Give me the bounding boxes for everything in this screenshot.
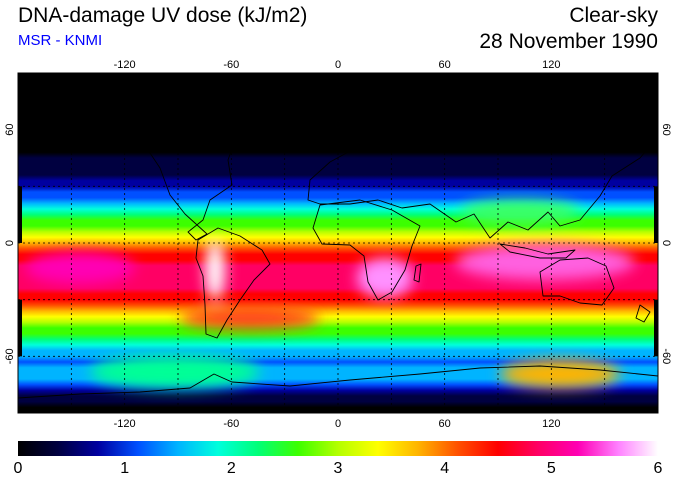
coast-indonesia [499,243,576,259]
lat-tick-label-right: -60 [660,348,672,364]
axis-tick-labels: -120 -120 -60 -60 0 0 60 60 120 120 60 60 0 0 -60 -60 [4,59,672,430]
lon-tick-label-bottom: 60 [439,418,451,430]
colorbar-tick-label: 1 [120,460,130,477]
anomaly-asia-tropics [460,200,580,224]
map-field-layer [18,73,658,413]
coast-europe-asia [307,111,656,239]
anomaly-south-atlantic [180,307,320,329]
graticule [18,73,658,413]
date-label: 28 November 1990 [479,30,658,53]
lon-tick-label-bottom: 0 [335,418,341,430]
colorbar-tick-label: 3 [333,460,343,477]
lat-tick-label-left: 0 [4,240,16,246]
source-label: MSR - KNMI [18,32,103,49]
lat-tick-label-left: 60 [4,124,16,136]
coast-madagascar [413,263,422,283]
anomaly-west-pacific [455,244,635,280]
lon-tick-label-top: 120 [542,59,560,71]
colorbar-tick-label: 4 [440,460,450,477]
lon-tick-label-top: 60 [439,59,451,71]
colorbar-tick-label: 5 [546,460,556,477]
anomaly-indian-ocean-south [500,360,620,388]
lon-tick-label-top: 0 [335,59,341,71]
lon-tick-label-bottom: -120 [114,418,136,430]
map-title: DNA-damage UV dose (kJ/m2) [18,4,308,27]
colorbar-tick-label: 6 [653,460,663,477]
lat-tick-label-right: 0 [660,240,672,246]
anomaly-altiplano [205,240,225,300]
coastlines [18,85,658,399]
anomaly-east-pacific [25,252,135,284]
coast-antarctica [18,365,658,399]
coast-north-america [57,114,236,241]
coast-south-america [195,227,271,339]
lon-tick-label-top: -120 [114,59,136,71]
colorbar [18,441,658,456]
colorbar-tick-label: 2 [226,460,236,477]
lat-tick-label-left: -60 [4,348,16,364]
coast-australia [539,257,615,306]
sky-condition-label: Clear-sky [569,4,658,27]
coast-new-zealand [635,304,651,323]
coast-africa [312,199,421,301]
lon-tick-label-bottom: -60 [223,418,239,430]
lat-tick-label-right: 60 [660,124,672,136]
colorbar-bar [18,441,658,456]
colorbar-tick-label: 0 [13,460,23,477]
coast-greenland [261,85,319,129]
map-frame [17,72,659,414]
anomaly-south-pacific-low [90,355,260,389]
lon-tick-label-bottom: 120 [542,418,560,430]
lon-tick-label-top: -60 [223,59,239,71]
